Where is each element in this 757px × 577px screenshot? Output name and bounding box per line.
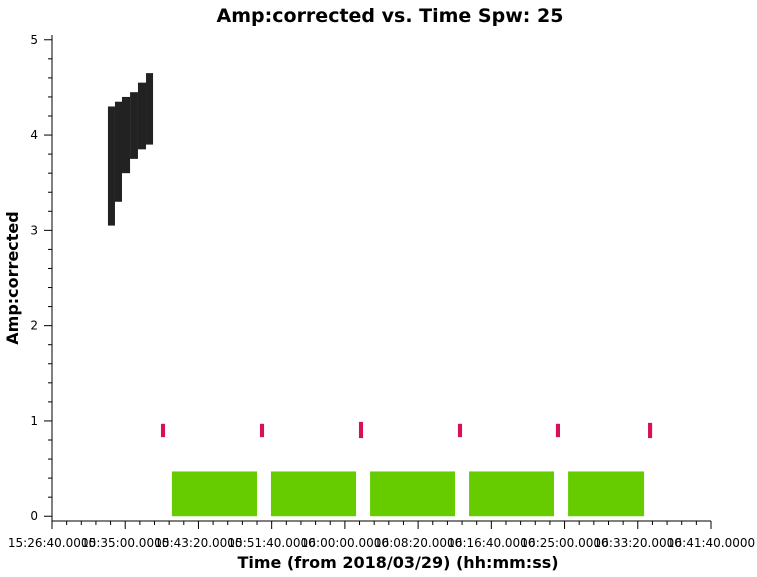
x-tick-label: 16:08:20.0000 [374, 536, 462, 550]
x-tick-label: 15:26:40.0000 [8, 536, 96, 550]
point-cluster [555, 423, 561, 438]
point-cluster [648, 422, 653, 439]
point-cluster [358, 421, 364, 439]
y-tick-label: 5 [30, 33, 38, 47]
point-cluster [469, 471, 555, 517]
point-cluster [160, 423, 166, 438]
point-cluster [259, 423, 265, 438]
x-tick-label: 15:43:20.0000 [154, 536, 242, 550]
x-tick-label: 16:16:40.0000 [447, 536, 535, 550]
y-tick-label: 2 [30, 319, 38, 333]
point-cluster [130, 92, 138, 159]
point-cluster [137, 82, 147, 150]
point-cluster [457, 423, 463, 438]
point-cluster [146, 73, 154, 145]
x-tick-label: 16:33:20.0000 [594, 536, 682, 550]
point-cluster [171, 471, 258, 517]
x-tick-label: 16:25:00.0000 [520, 536, 608, 550]
point-cluster [568, 471, 645, 517]
x-tick-label: 15:51:40.0000 [228, 536, 316, 550]
x-axis-label: Time (from 2018/03/29) (hh:mm:ss) [237, 553, 558, 572]
point-cluster [114, 101, 123, 202]
y-tick-label: 0 [30, 509, 38, 523]
y-tick-label: 4 [30, 128, 38, 142]
y-tick-label: 3 [30, 223, 38, 237]
point-cluster [122, 96, 131, 174]
y-axis-label: Amp:corrected [3, 211, 22, 344]
x-tick-label: 16:00:00.0000 [301, 536, 389, 550]
point-cluster [370, 471, 456, 517]
x-tick-label: 16:41:40.0000 [667, 536, 755, 550]
y-tick-label: 1 [30, 414, 38, 428]
chart-title: Amp:corrected vs. Time Spw: 25 [217, 5, 564, 27]
point-cluster [270, 471, 357, 517]
point-cluster [107, 106, 115, 226]
x-tick-label: 15:35:00.0000 [81, 536, 169, 550]
